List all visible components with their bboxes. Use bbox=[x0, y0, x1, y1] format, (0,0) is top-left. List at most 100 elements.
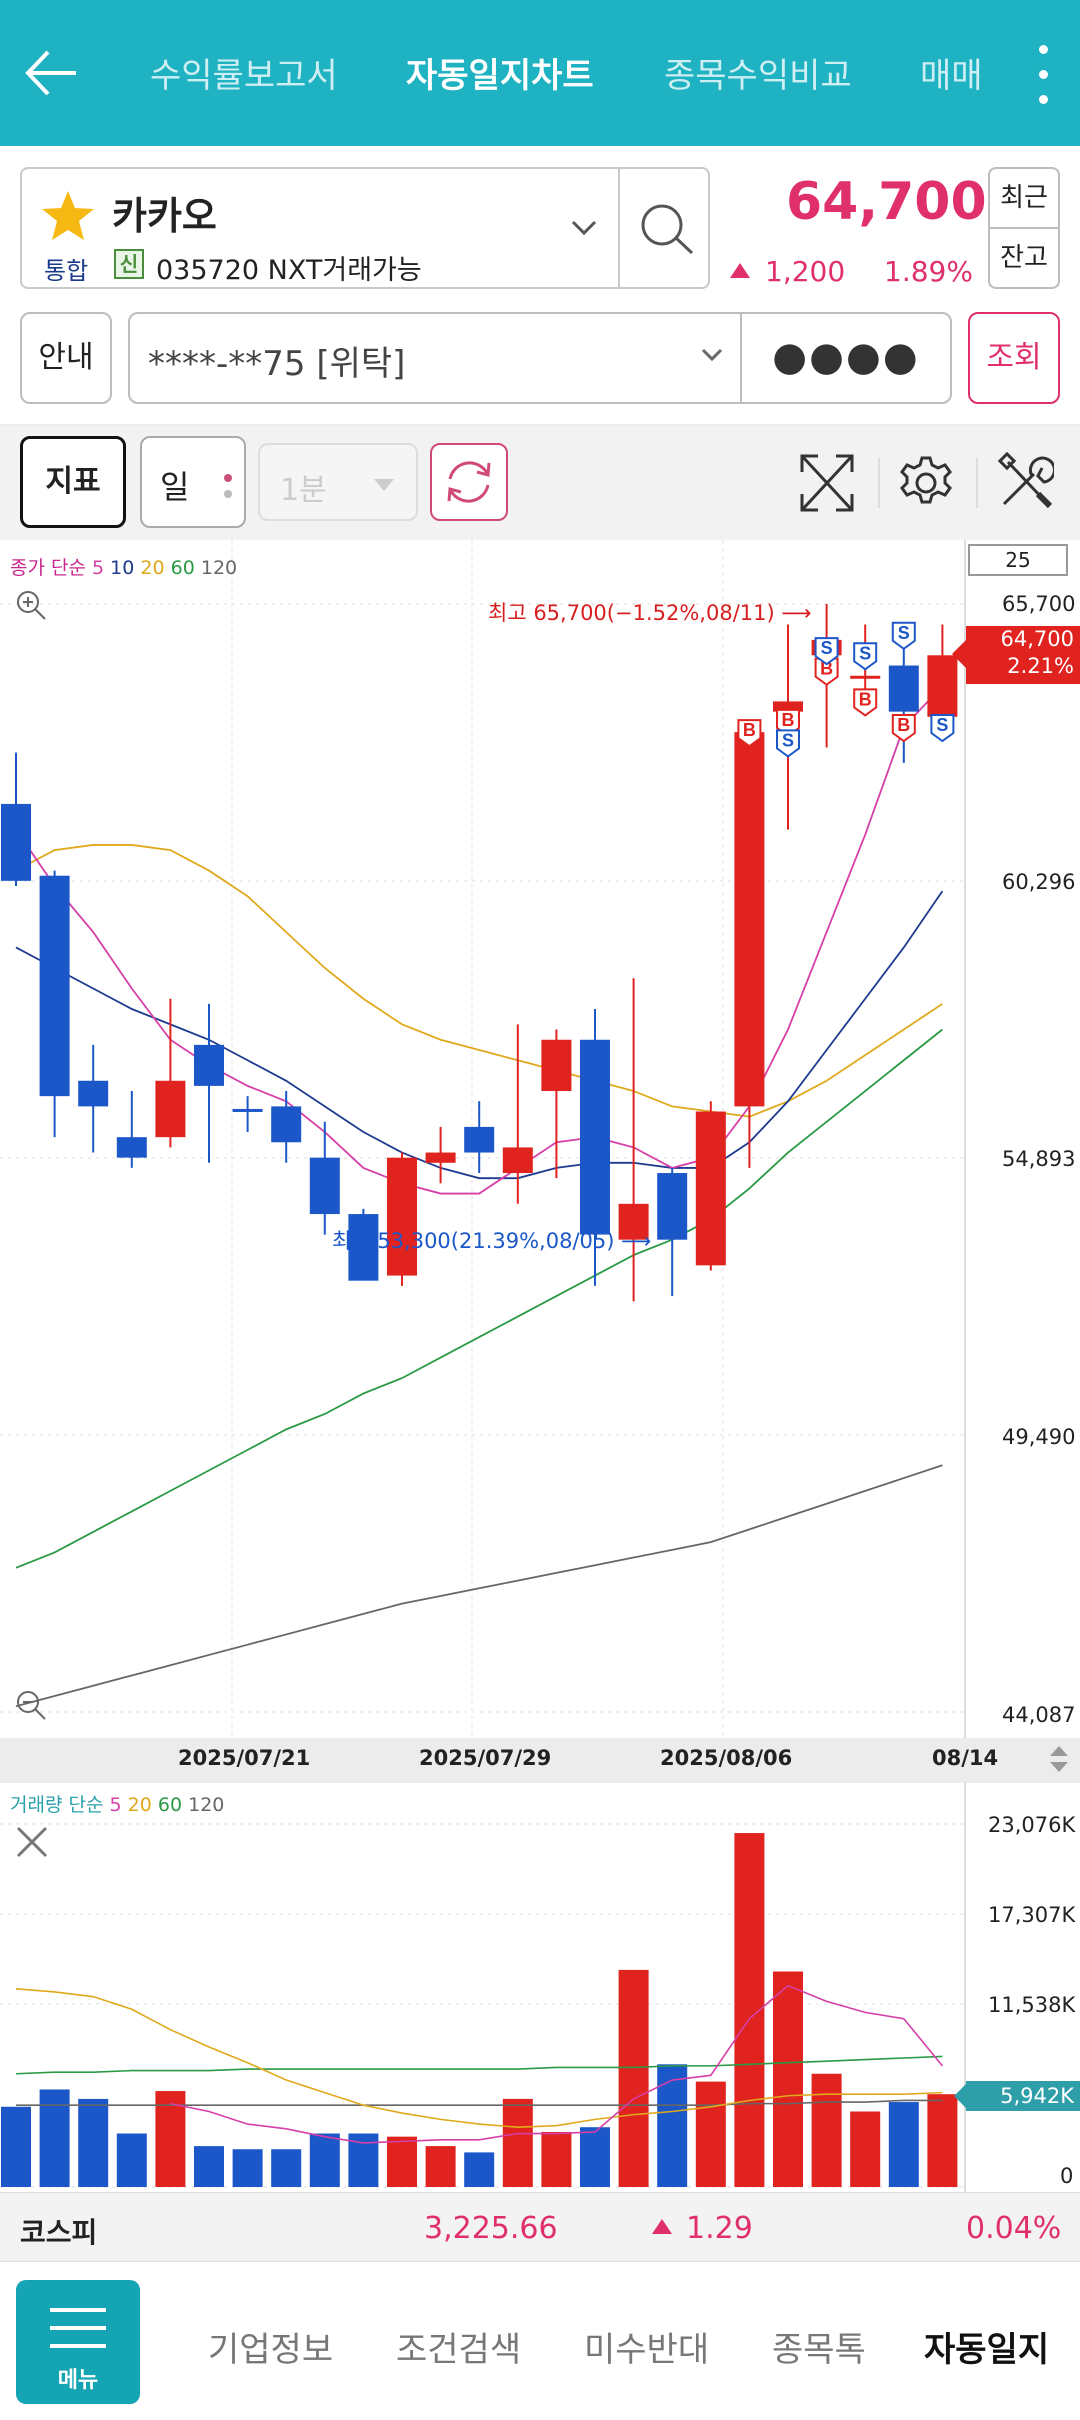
credit-badge: 신 bbox=[114, 249, 144, 279]
indicator-button[interactable]: 지표 bbox=[20, 436, 126, 528]
date-label: 2025/07/29 bbox=[419, 1746, 552, 1770]
refresh-button[interactable] bbox=[430, 443, 508, 521]
sell-marker-label: S bbox=[782, 730, 794, 750]
account-number: ****-**75 [위탁] bbox=[148, 344, 406, 384]
candle-body bbox=[502, 1147, 533, 1174]
sell-marker bbox=[930, 714, 955, 743]
candle-body bbox=[387, 1157, 417, 1276]
up-triangle-icon bbox=[730, 263, 750, 278]
stock-code: 035720 NXT거래가능 bbox=[156, 255, 422, 286]
sell-marker-label: S bbox=[821, 638, 833, 658]
price-tick: 49,490 bbox=[1002, 1425, 1076, 1449]
expand-icon[interactable] bbox=[798, 452, 856, 514]
high-price-annotation: 최고 65,700(−1.52%,08/11) ⟶ bbox=[488, 601, 812, 625]
legend-vol-ma120: 120 bbox=[188, 1794, 225, 1816]
nav-condition-search[interactable]: 조건검색 bbox=[396, 2330, 522, 2370]
volume-bar bbox=[271, 2149, 302, 2187]
indicator-dot bbox=[224, 490, 232, 498]
volume-chart[interactable] bbox=[0, 1782, 1080, 2192]
candle-body bbox=[773, 701, 803, 712]
tab-trade[interactable]: 매매 bbox=[920, 56, 983, 96]
candle-body bbox=[734, 732, 765, 1107]
bottom-nav: 메뉴 기업정보 조건검색 미수반대 종목톡 자동일지 bbox=[0, 2262, 1080, 2420]
nav-auto-journal[interactable]: 자동일지 bbox=[924, 2330, 1050, 2370]
divider bbox=[618, 169, 620, 287]
legend-vol-ma5: 5 bbox=[109, 1794, 122, 1816]
period-count-field[interactable]: 25 bbox=[968, 544, 1068, 576]
price-tick: 44,087 bbox=[1002, 1703, 1076, 1727]
more-menu-icon[interactable] bbox=[1028, 40, 1058, 110]
volume-bar bbox=[155, 2091, 186, 2187]
market-index-value: 3,225.66 bbox=[424, 2211, 558, 2246]
account-select[interactable]: ****-**75 [위탁] ●●●● bbox=[128, 312, 952, 404]
volume-legend: 거래량 단순 5 20 60 120 bbox=[10, 1790, 224, 1817]
volume-bar bbox=[1, 2106, 31, 2187]
candle-body bbox=[580, 1039, 610, 1235]
buy-marker-label: B bbox=[820, 659, 833, 679]
volume-bar bbox=[618, 1969, 649, 2187]
vol-ma120-line bbox=[16, 2099, 943, 2107]
recent-button[interactable]: 최근 bbox=[988, 167, 1060, 229]
volume-bar bbox=[425, 2146, 456, 2187]
inquiry-button[interactable]: 조회 bbox=[968, 312, 1060, 404]
legend-vol-ma60: 60 bbox=[157, 1794, 183, 1816]
candle-body bbox=[271, 1106, 302, 1143]
legend-ma10: 10 bbox=[110, 557, 135, 579]
date-label: 2025/07/21 bbox=[178, 1746, 311, 1770]
guide-button[interactable]: 안내 bbox=[20, 312, 112, 404]
tab-stock-return-compare[interactable]: 종목수익비교 bbox=[664, 56, 852, 96]
star-icon[interactable] bbox=[40, 189, 96, 243]
candle-body bbox=[348, 1214, 379, 1281]
divider bbox=[0, 424, 1080, 426]
divider bbox=[976, 458, 978, 508]
volume-bar bbox=[850, 2111, 881, 2187]
volume-tick: 17,307K bbox=[988, 1903, 1076, 1927]
sell-marker-label: S bbox=[936, 715, 948, 735]
legend-prefix: 거래량 단순 bbox=[10, 1794, 104, 1816]
minute-select: 1분 bbox=[258, 443, 418, 521]
chevron-down-icon[interactable] bbox=[700, 346, 724, 364]
minute-label: 1분 bbox=[280, 473, 327, 508]
gear-icon[interactable] bbox=[896, 452, 956, 514]
candle-body bbox=[309, 1157, 340, 1215]
ma120-line bbox=[15, 1464, 943, 1708]
buy-marker-label: B bbox=[897, 715, 910, 735]
date-label: 08/14 bbox=[932, 1746, 999, 1770]
tools-icon[interactable] bbox=[994, 452, 1054, 514]
period-button[interactable]: 일 bbox=[140, 436, 246, 528]
price-change: 1,200 bbox=[765, 255, 846, 288]
buy-marker bbox=[737, 719, 762, 748]
volume-bar bbox=[811, 2073, 842, 2187]
legend-ma20: 20 bbox=[140, 557, 165, 579]
current-price: 64,700 bbox=[786, 172, 987, 232]
back-arrow-icon[interactable] bbox=[20, 38, 90, 108]
close-icon[interactable] bbox=[12, 1822, 52, 1862]
stock-selector[interactable]: 카카오 통합 신 035720 NXT거래가능 bbox=[20, 167, 710, 289]
balance-button[interactable]: 잔고 bbox=[988, 227, 1060, 289]
candle-body bbox=[695, 1111, 726, 1266]
tab-auto-journal-chart[interactable]: 자동일지차트 bbox=[406, 56, 594, 96]
indicator-dot bbox=[224, 474, 232, 482]
ma-legend: 종가 단순 5 10 20 60 120 bbox=[10, 553, 237, 580]
market-index-percent: 0.04% bbox=[966, 2211, 1062, 2246]
candle-body bbox=[1, 803, 31, 881]
market-index-bar[interactable]: 코스피 3,225.66 1.29 0.04% bbox=[0, 2192, 1080, 2262]
nav-margin-opposite[interactable]: 미수반대 bbox=[584, 2330, 710, 2370]
zoom-in-icon[interactable] bbox=[14, 588, 48, 622]
refresh-icon bbox=[447, 461, 491, 503]
password-field[interactable]: ●●●● bbox=[772, 334, 920, 380]
nav-company-info[interactable]: 기업정보 bbox=[208, 2330, 334, 2370]
nav-stock-talk[interactable]: 종목톡 bbox=[772, 2330, 866, 2370]
zoom-out-icon[interactable] bbox=[14, 1688, 48, 1722]
price-tick: 65,700 bbox=[1002, 592, 1076, 616]
tab-return-report[interactable]: 수익률보고서 bbox=[150, 56, 338, 96]
chevron-down-icon[interactable] bbox=[570, 219, 598, 237]
sell-marker bbox=[776, 729, 800, 758]
search-icon[interactable] bbox=[638, 201, 696, 257]
axis-scroll-icon[interactable] bbox=[1044, 1744, 1074, 1774]
divider bbox=[878, 458, 880, 508]
caret-down-icon bbox=[374, 479, 394, 491]
menu-button[interactable]: 메뉴 bbox=[16, 2280, 140, 2404]
buy-marker-label: B bbox=[782, 710, 795, 730]
